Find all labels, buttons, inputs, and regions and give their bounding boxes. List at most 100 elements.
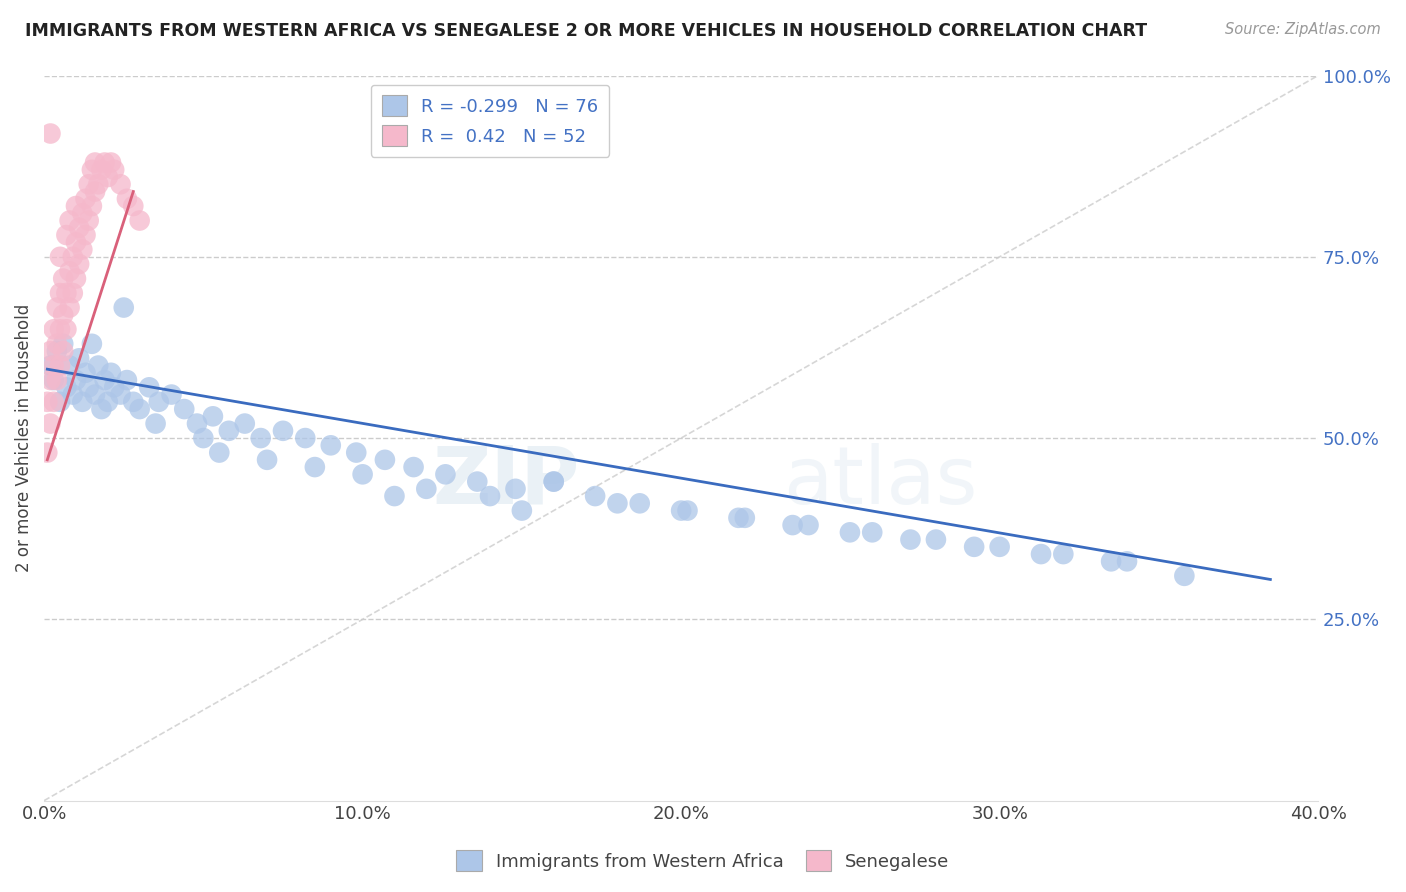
Point [479, 489, 502, 503]
Point [42, 322, 65, 336]
Point [122, 394, 145, 409]
Point [115, 192, 138, 206]
Text: IMMIGRANTS FROM WESTERN AFRICA VS SENEGALESE 2 OR MORE VEHICLES IN HOUSEHOLD COR: IMMIGRANTS FROM WESTERN AFRICA VS SENEGA… [25, 22, 1147, 40]
Point [208, 445, 231, 459]
Point [249, 431, 271, 445]
Point [988, 540, 1011, 554]
Point [72, 394, 94, 409]
Point [49, 250, 72, 264]
Point [173, 402, 195, 417]
Point [1029, 547, 1052, 561]
Point [77, 380, 100, 394]
Point [75, 227, 97, 242]
Point [45, 344, 67, 359]
Point [434, 467, 457, 482]
Point [186, 417, 208, 431]
Point [58, 213, 80, 227]
Point [80, 162, 103, 177]
Point [80, 336, 103, 351]
Text: atlas: atlas [783, 442, 977, 521]
Point [669, 503, 692, 517]
Point [62, 286, 84, 301]
Point [97, 169, 120, 184]
Point [352, 467, 374, 482]
Point [52, 308, 75, 322]
Point [45, 336, 67, 351]
Point [1052, 547, 1074, 561]
Point [87, 178, 110, 192]
Point [65, 199, 87, 213]
Point [52, 344, 75, 359]
Point [84, 155, 107, 169]
Point [58, 264, 80, 278]
Point [87, 359, 110, 373]
Point [77, 213, 100, 227]
Point [1099, 554, 1122, 568]
Point [72, 243, 94, 257]
Point [67, 220, 90, 235]
Point [583, 489, 606, 503]
Point [402, 460, 425, 475]
Point [42, 394, 65, 409]
Point [900, 533, 922, 547]
Point [93, 373, 115, 387]
Point [72, 206, 94, 220]
Point [90, 402, 112, 417]
Point [628, 496, 651, 510]
Point [103, 162, 125, 177]
Point [128, 213, 150, 227]
Point [138, 380, 160, 394]
Point [90, 162, 112, 177]
Point [110, 387, 132, 401]
Point [233, 417, 256, 431]
Point [543, 475, 565, 489]
Point [304, 460, 326, 475]
Point [42, 373, 65, 387]
Legend: R = -0.299   N = 76, R =  0.42   N = 52: R = -0.299 N = 76, R = 0.42 N = 52 [371, 85, 609, 157]
Point [148, 394, 170, 409]
Point [58, 301, 80, 315]
Point [37, 394, 59, 409]
Point [100, 366, 122, 380]
Point [1173, 569, 1195, 583]
Point [55, 322, 77, 336]
Point [97, 394, 120, 409]
Point [963, 540, 986, 554]
Point [62, 387, 84, 401]
Point [797, 518, 820, 533]
Point [84, 185, 107, 199]
Point [39, 373, 62, 387]
Point [58, 359, 80, 373]
Point [49, 394, 72, 409]
Point [860, 525, 883, 540]
Point [93, 155, 115, 169]
Point [839, 525, 862, 540]
Point [39, 417, 62, 431]
Point [39, 359, 62, 373]
Text: ZIP: ZIP [432, 442, 579, 521]
Point [65, 271, 87, 285]
Point [62, 250, 84, 264]
Point [45, 301, 67, 315]
Point [734, 511, 756, 525]
Point [925, 533, 948, 547]
Point [319, 438, 342, 452]
Point [218, 424, 240, 438]
Point [294, 431, 316, 445]
Point [193, 431, 215, 445]
Point [55, 227, 77, 242]
Point [465, 475, 488, 489]
Point [510, 503, 533, 517]
Point [606, 496, 628, 510]
Point [67, 257, 90, 271]
Point [67, 351, 90, 366]
Point [145, 417, 167, 431]
Point [344, 445, 367, 459]
Point [201, 409, 224, 424]
Point [52, 336, 75, 351]
Point [727, 511, 749, 525]
Point [271, 424, 294, 438]
Point [39, 127, 62, 141]
Point [49, 359, 72, 373]
Point [112, 301, 135, 315]
